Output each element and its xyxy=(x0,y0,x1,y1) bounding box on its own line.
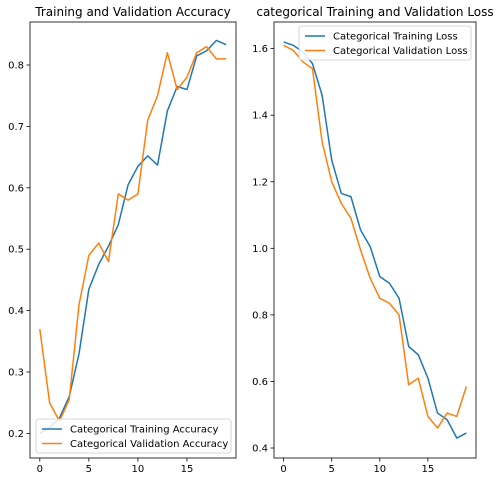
chart-2: categorical Training and Validation Loss… xyxy=(252,5,494,475)
chart-title: Training and Validation Accuracy xyxy=(34,5,230,19)
legend-label-1: Categorical Training Accuracy xyxy=(70,425,218,436)
series-line-2 xyxy=(39,45,227,422)
legend-label-1: Categorical Training Loss xyxy=(333,32,458,43)
x-tick-label: 0 xyxy=(37,464,43,475)
legend-label-2: Categorical Validation Loss xyxy=(333,46,468,57)
legend: Categorical Training Loss Categorical Val… xyxy=(298,25,472,61)
chart-title: categorical Training and Validation Loss xyxy=(256,5,493,19)
y-tick-label: 0.4 xyxy=(8,306,24,317)
y-tick-label: 0.3 xyxy=(8,368,24,379)
y-tick-label: 0.6 xyxy=(8,183,24,194)
x-tick-label: 0 xyxy=(280,464,286,475)
legend-box xyxy=(35,418,232,454)
series-line-1 xyxy=(283,41,467,439)
y-tick-label: 1.0 xyxy=(252,244,268,255)
y-tick-label: 0.6 xyxy=(252,377,268,388)
chart-1: Training and Validation Accuracy 0 5 10 15 0.… xyxy=(8,5,237,475)
x-tick-label: 10 xyxy=(132,464,145,475)
y-tick-label: 0.5 xyxy=(8,245,24,256)
series-line-2 xyxy=(283,44,468,429)
x-tick-label: 5 xyxy=(329,464,335,475)
y-tick-label: 0.2 xyxy=(8,429,24,440)
y-tick-label: 0.8 xyxy=(8,60,24,71)
x-tick-label: 15 xyxy=(181,464,194,475)
y-tick-label: 0.7 xyxy=(8,122,24,133)
legend-box xyxy=(298,25,472,61)
x-tick-label: 15 xyxy=(422,464,435,475)
axes-frame xyxy=(29,21,237,459)
y-tick-label: 0.4 xyxy=(252,444,268,455)
x-tick-label: 5 xyxy=(86,464,92,475)
y-tick-label: 1.6 xyxy=(252,44,268,55)
y-tick-label: 1.2 xyxy=(252,177,268,188)
x-tick-label: 10 xyxy=(373,464,386,475)
y-tick-label: 1.4 xyxy=(252,111,268,122)
legend: Categorical Training Accuracy Categorical… xyxy=(35,418,232,454)
y-tick-label: 0.8 xyxy=(252,310,268,321)
legend-label-2: Categorical Validation Accuracy xyxy=(70,439,228,450)
axes-frame xyxy=(273,21,477,459)
